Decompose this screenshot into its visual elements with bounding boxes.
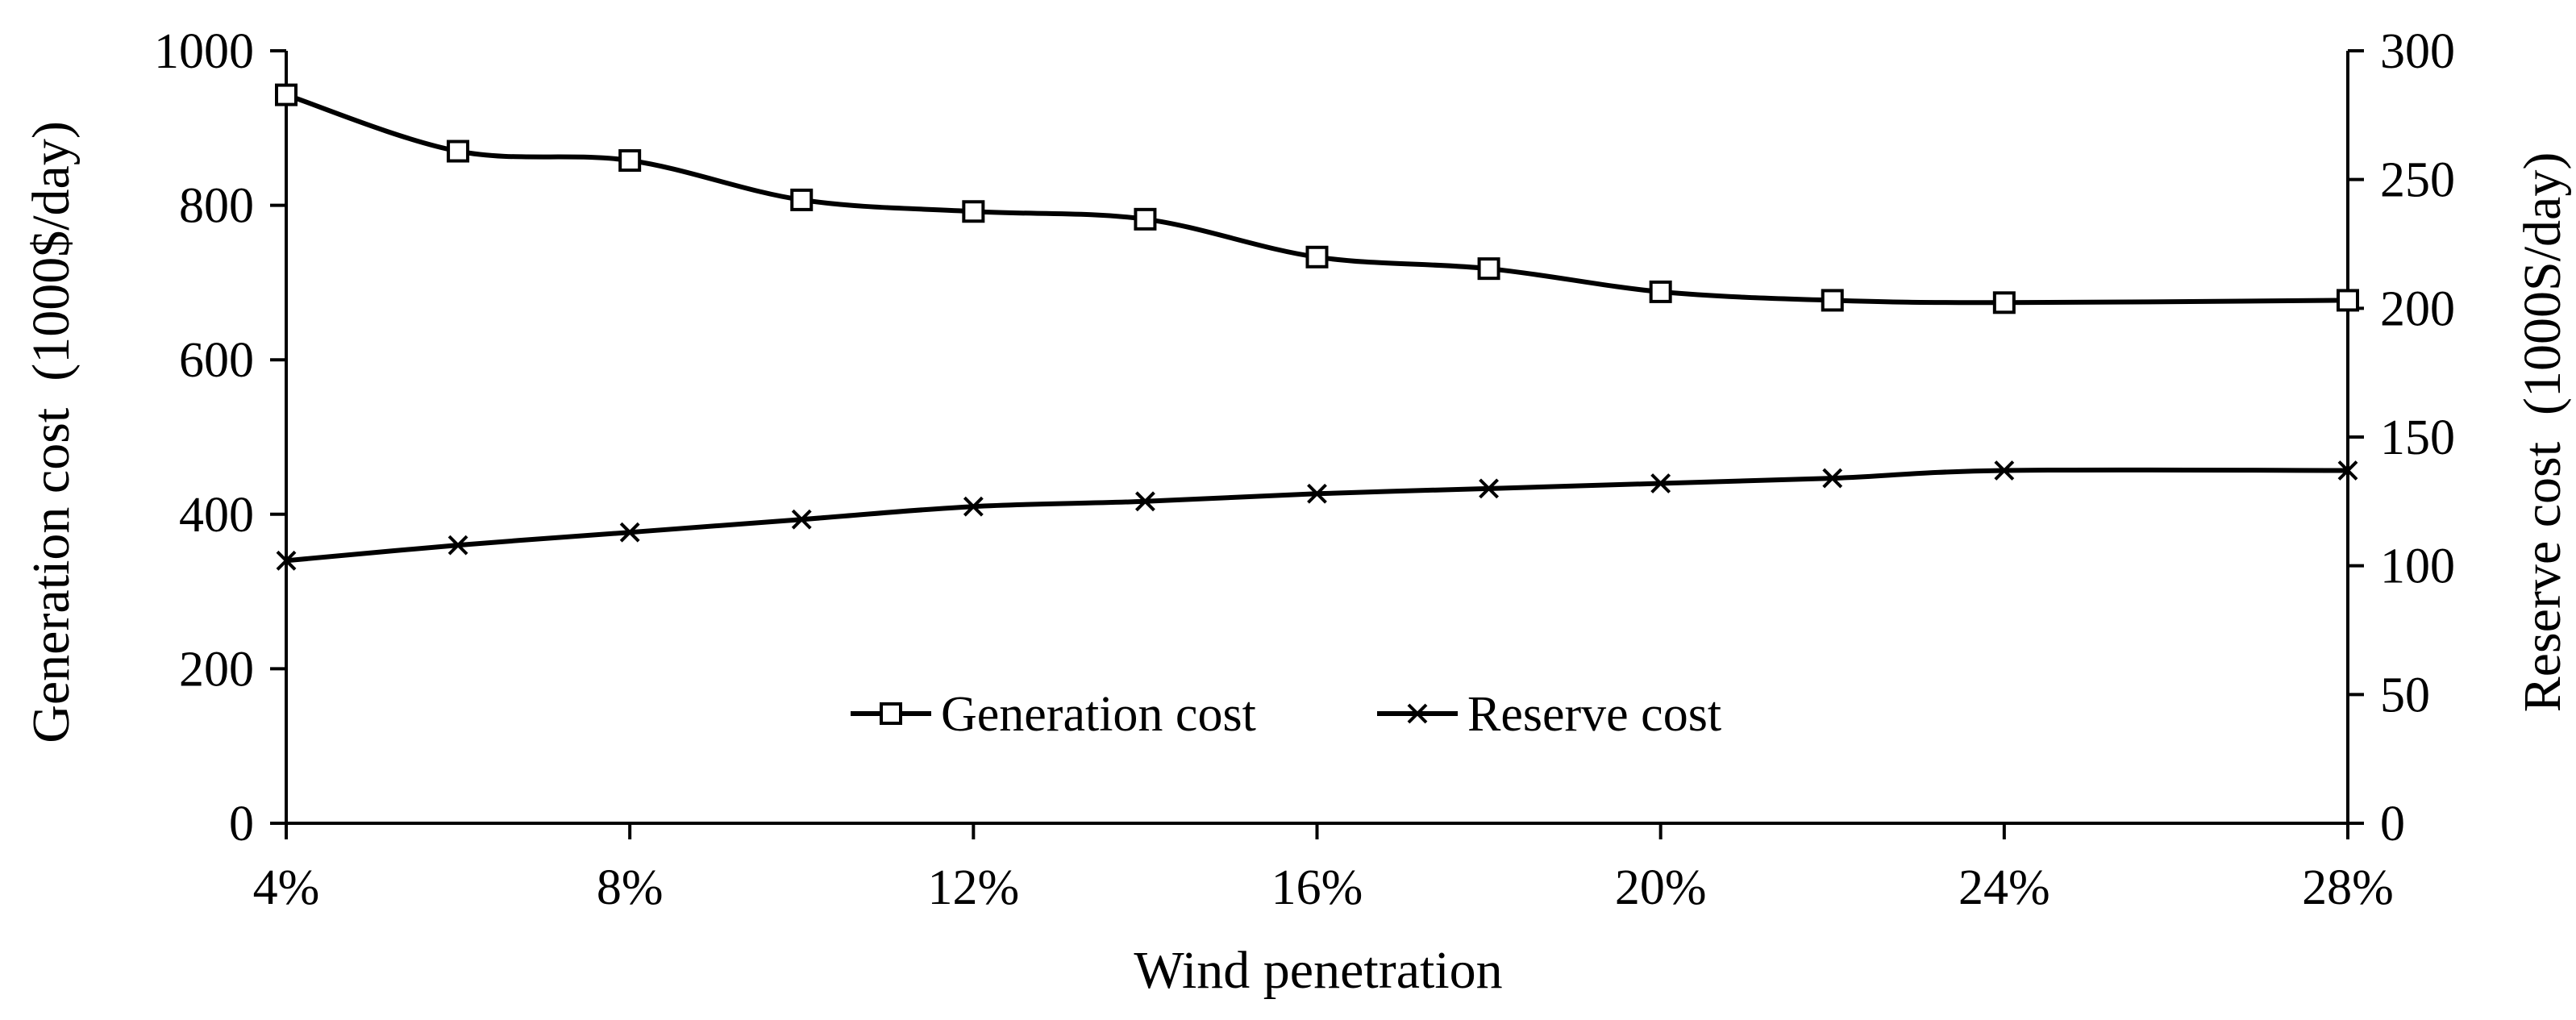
series-layer bbox=[275, 83, 2359, 571]
x-tick-label: 8% bbox=[597, 860, 664, 915]
legend-item-generation-cost: Generation cost bbox=[851, 687, 1256, 742]
x-tick-label: 20% bbox=[1615, 860, 1707, 915]
y-left-tick-label: 200 bbox=[179, 642, 254, 697]
generation-cost-point bbox=[1477, 257, 1500, 281]
reserve-cost-point bbox=[963, 496, 984, 517]
x-tick-label: 16% bbox=[1271, 860, 1363, 915]
reserve-cost-point bbox=[1994, 460, 2015, 481]
reserve-cost-point bbox=[276, 550, 297, 571]
legend-label-generation-cost: Generation cost bbox=[941, 687, 1256, 742]
reserve-cost-point bbox=[1479, 478, 1499, 499]
legend: Generation cost Reserve cost bbox=[851, 687, 1721, 742]
generation-cost-point bbox=[790, 188, 814, 211]
y-axis-title-left: Generation cost (1000$/day) bbox=[22, 121, 81, 743]
y-right-tick-label: 100 bbox=[2380, 539, 2455, 594]
x-tick-label: 4% bbox=[253, 860, 320, 915]
y-right-tick-label: 0 bbox=[2380, 797, 2405, 851]
generation-cost-point bbox=[2337, 289, 2359, 312]
reserve-cost-point bbox=[447, 535, 468, 556]
reserve-cost-point bbox=[1307, 483, 1327, 504]
reserve-cost-point bbox=[1135, 491, 1155, 512]
reserve-cost-point bbox=[791, 509, 812, 530]
legend-label-reserve-cost: Reserve cost bbox=[1467, 687, 1721, 742]
y-right-tick-label: 150 bbox=[2380, 410, 2455, 465]
generation-cost-point bbox=[1134, 207, 1157, 231]
generation-cost-series bbox=[275, 83, 2359, 314]
legend-marker-generation-cost bbox=[880, 702, 902, 725]
y-left-tick-label: 0 bbox=[229, 797, 254, 851]
generation-cost-point bbox=[1821, 289, 1844, 312]
reserve-cost-point bbox=[2337, 460, 2358, 481]
y-right-tick-label: 50 bbox=[2380, 668, 2430, 722]
legend-item-reserve-cost: Reserve cost bbox=[1377, 687, 1721, 742]
y-left-tick-label: 1000 bbox=[154, 24, 254, 79]
x-axis-title: Wind penetration bbox=[1134, 941, 1502, 1000]
y-right-tick-label: 250 bbox=[2380, 153, 2455, 208]
generation-cost-point bbox=[618, 149, 642, 173]
reserve-cost-line bbox=[285, 467, 2349, 564]
y-right-tick-label: 200 bbox=[2380, 281, 2455, 336]
axes-layer: 0 200 400 600 800 1000 0 50 100 150 200 250 300 4% 8% 1… bbox=[154, 24, 2455, 915]
reserve-cost-point bbox=[619, 522, 640, 543]
y-left-tick-label: 800 bbox=[179, 179, 254, 234]
x-tick-label: 28% bbox=[2302, 860, 2394, 915]
legend-marker-reserve-cost bbox=[1407, 703, 1428, 724]
x-tick-label: 24% bbox=[1958, 860, 2050, 915]
generation-cost-point bbox=[447, 139, 470, 163]
y-right-tick-label: 300 bbox=[2380, 24, 2455, 79]
generation-cost-point bbox=[1305, 245, 1329, 269]
reserve-cost-series bbox=[276, 460, 2358, 571]
y-left-tick-label: 400 bbox=[179, 488, 254, 543]
generation-cost-line bbox=[285, 92, 2349, 306]
generation-cost-point bbox=[1649, 280, 1672, 303]
y-axis-title-right: Reserve cost (1000S/day) bbox=[2513, 152, 2572, 713]
generation-cost-point bbox=[962, 200, 985, 223]
x-tick-label: 12% bbox=[928, 860, 1020, 915]
reserve-cost-point bbox=[1822, 468, 1843, 489]
y-left-tick-label: 600 bbox=[179, 333, 254, 388]
generation-cost-point bbox=[275, 83, 298, 106]
generation-cost-point bbox=[1992, 291, 2016, 314]
reserve-cost-point bbox=[1650, 473, 1671, 493]
